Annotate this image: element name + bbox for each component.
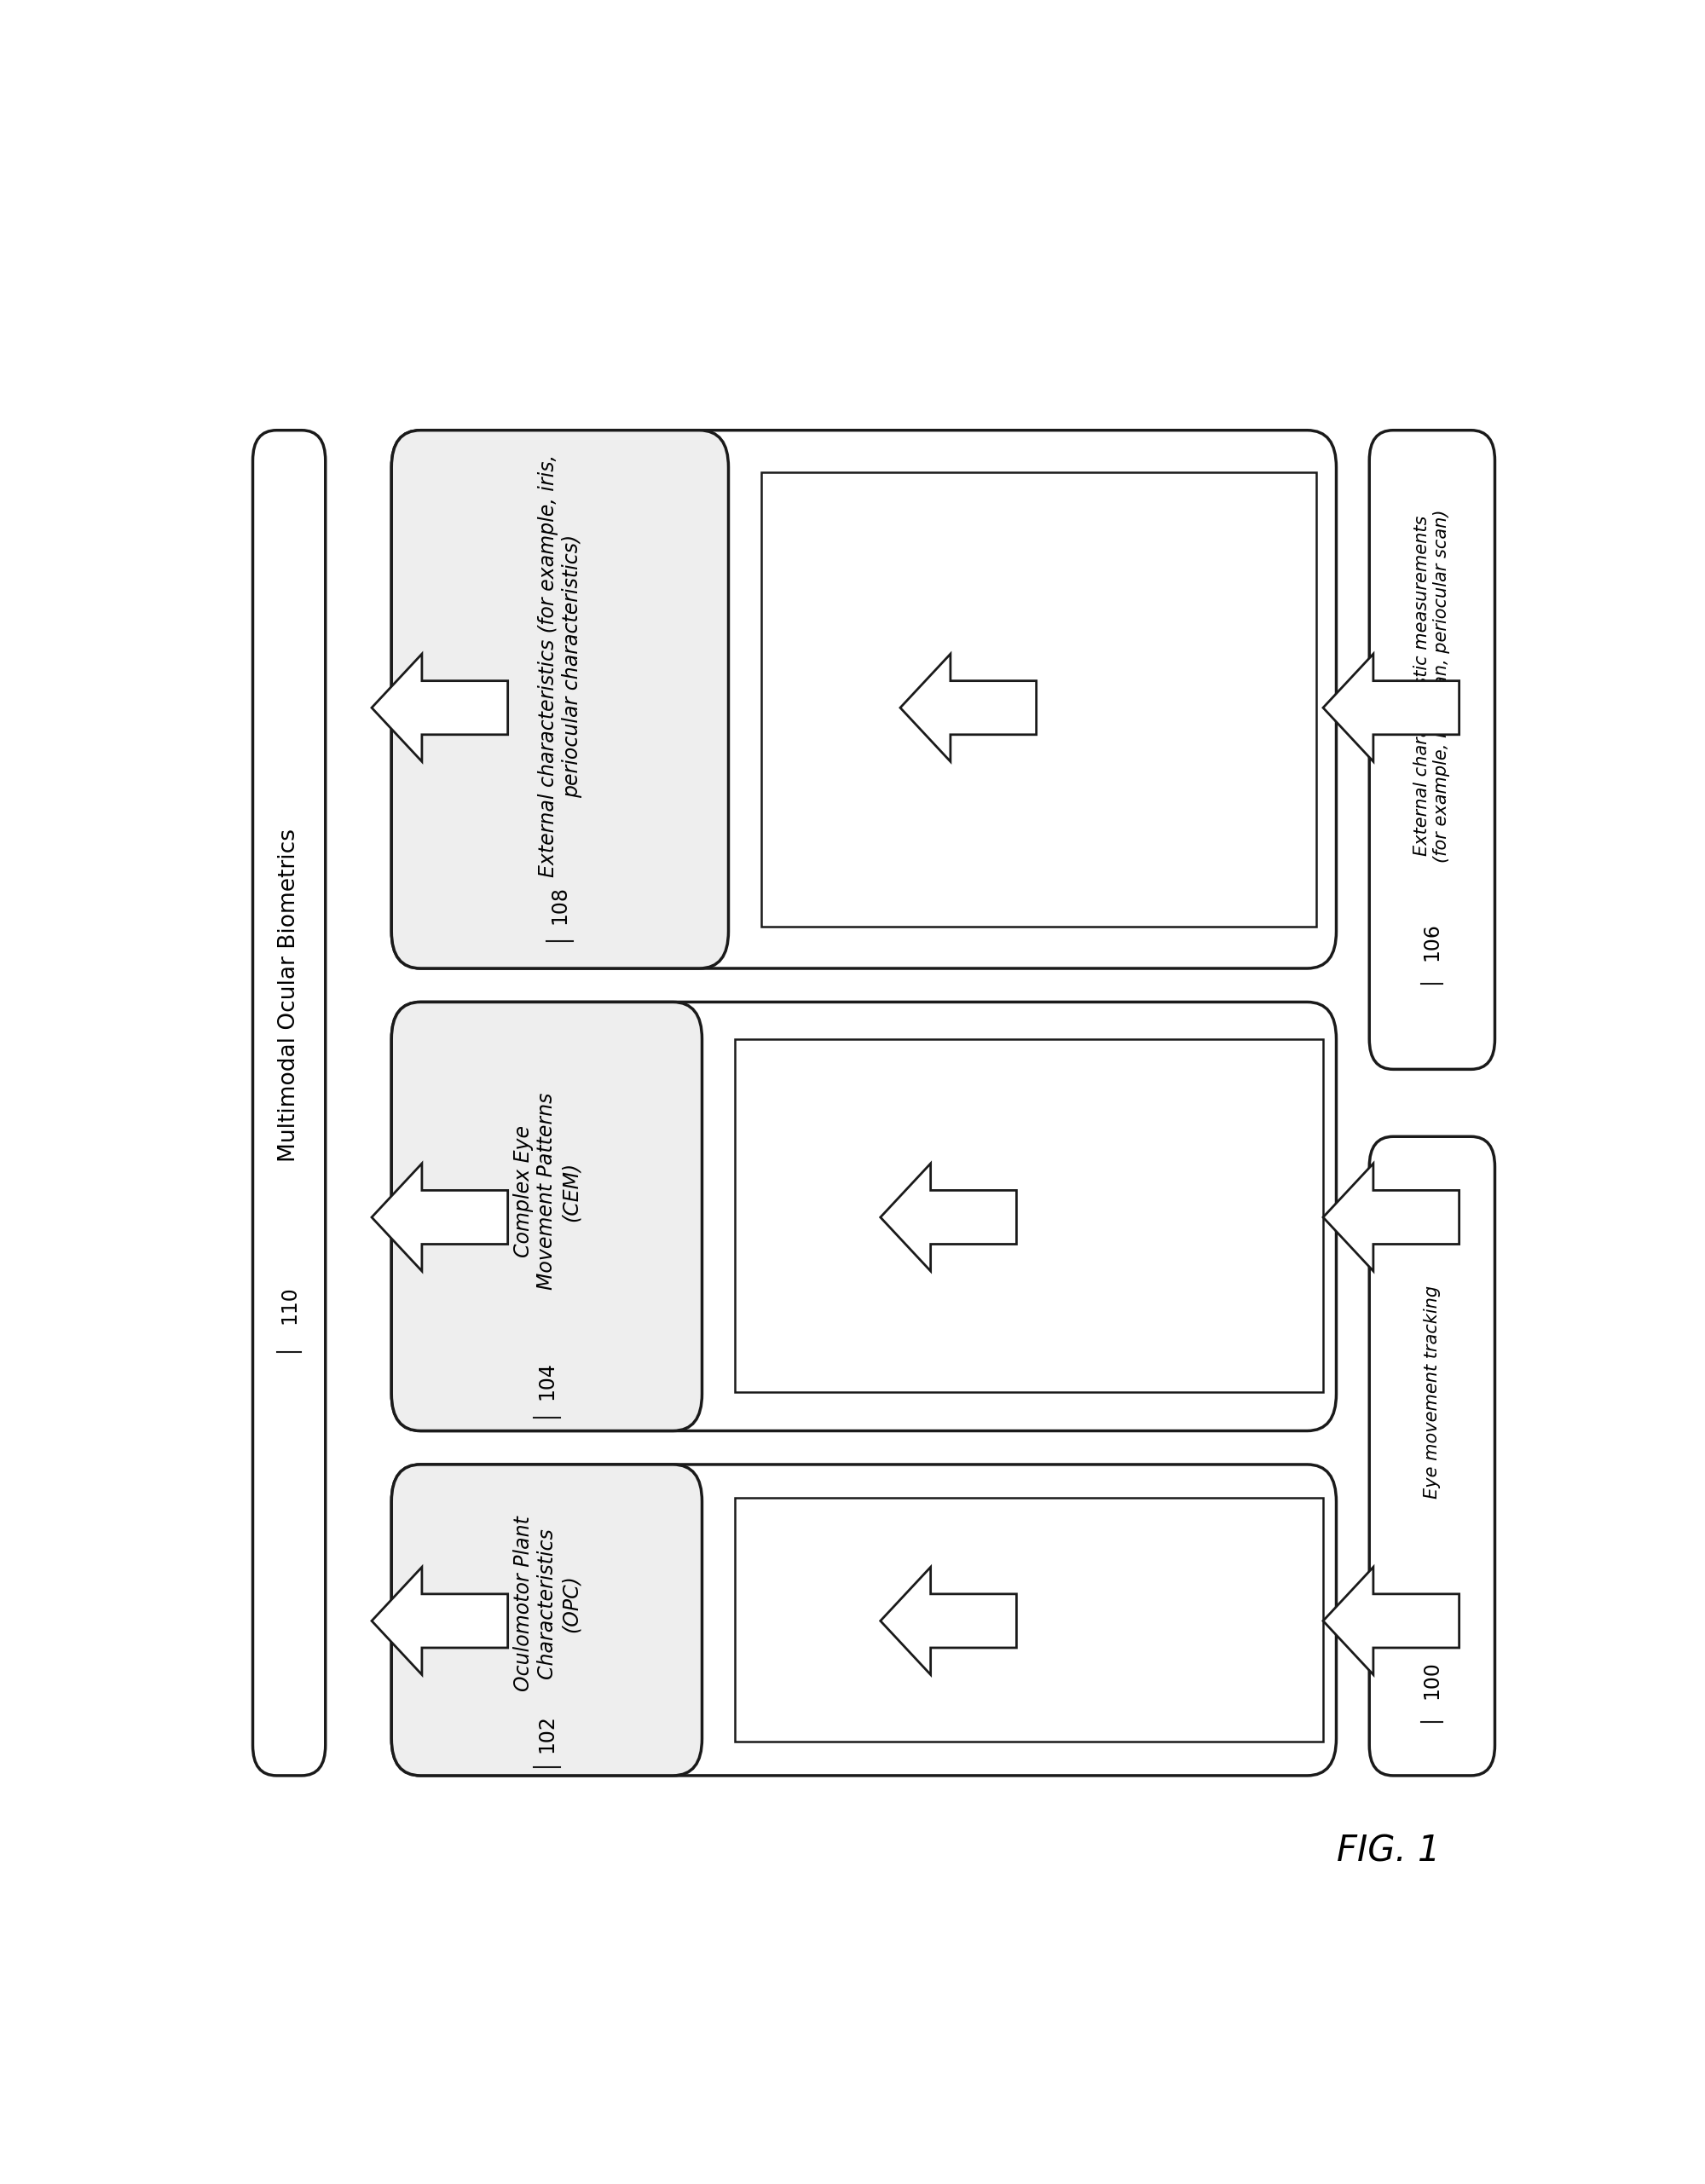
Polygon shape (1323, 1164, 1459, 1271)
FancyBboxPatch shape (392, 1002, 1337, 1431)
Text: Complex Eye
Movement Patterns
(CEM): Complex Eye Movement Patterns (CEM) (513, 1092, 581, 1291)
FancyBboxPatch shape (392, 1465, 702, 1776)
Text: 104: 104 (537, 1361, 558, 1400)
Polygon shape (372, 653, 508, 762)
Text: 102: 102 (537, 1714, 558, 1754)
Text: 106: 106 (1422, 922, 1442, 961)
Bar (762, 472, 1316, 926)
Text: External characteristics (for example, iris,
periocular characteristics): External characteristics (for example, i… (537, 454, 581, 878)
Text: 100: 100 (1422, 1660, 1442, 1699)
FancyBboxPatch shape (392, 1002, 702, 1431)
FancyBboxPatch shape (392, 430, 1337, 968)
FancyBboxPatch shape (1369, 1136, 1495, 1776)
Polygon shape (880, 1568, 1016, 1675)
Polygon shape (372, 1164, 508, 1271)
Text: 108: 108 (549, 885, 569, 924)
Bar (735, 1498, 1323, 1743)
Text: Multimodal Ocular Biometrics: Multimodal Ocular Biometrics (278, 828, 300, 1162)
FancyBboxPatch shape (392, 1465, 1337, 1776)
FancyBboxPatch shape (1369, 430, 1495, 1070)
Bar (735, 1040, 1323, 1391)
Text: 110: 110 (280, 1286, 300, 1324)
Polygon shape (880, 1164, 1016, 1271)
Text: External characteristic measurements
(for example, iris scan, periocular scan): External characteristic measurements (fo… (1413, 509, 1451, 863)
FancyBboxPatch shape (252, 430, 326, 1776)
Polygon shape (1323, 653, 1459, 762)
Polygon shape (900, 653, 1037, 762)
Text: Oculomotor Plant
Characteristics
(OPC): Oculomotor Plant Characteristics (OPC) (513, 1516, 581, 1690)
Text: Eye movement tracking: Eye movement tracking (1424, 1286, 1441, 1498)
Text: FIG. 1: FIG. 1 (1337, 1832, 1439, 1870)
FancyBboxPatch shape (392, 430, 728, 968)
Polygon shape (1323, 1568, 1459, 1675)
Polygon shape (372, 1568, 508, 1675)
